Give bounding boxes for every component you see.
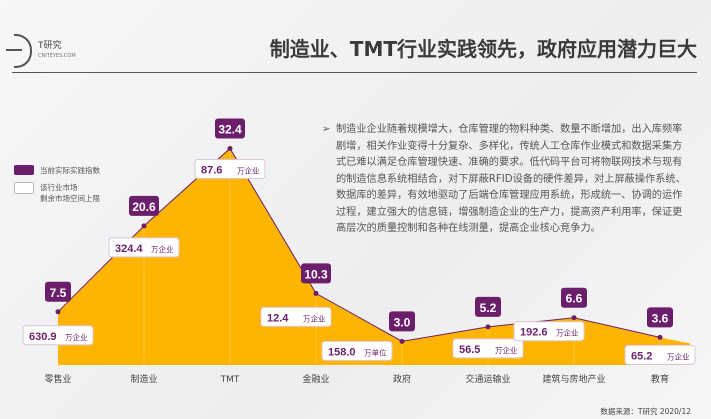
data-point (227, 145, 233, 151)
value-label: 20.6 (132, 200, 156, 214)
data-point (55, 309, 61, 315)
x-tick-label: 金融业 (302, 373, 329, 385)
capacity-label: 65.2 (631, 350, 652, 362)
divider (12, 72, 697, 73)
capacity-unit: 万单位 (364, 347, 387, 357)
value-label: 3.0 (394, 315, 411, 329)
legend-swatch-white (14, 182, 34, 194)
value-badge (129, 195, 159, 216)
value-badge (647, 307, 673, 328)
capacity-label: 192.6 (520, 327, 548, 339)
capacity-box (260, 306, 332, 327)
legend-swatch-purple (14, 165, 34, 175)
value-badge (561, 287, 587, 308)
capacity-unit: 万企业 (65, 332, 88, 342)
capacity-unit: 万企业 (556, 328, 579, 338)
capacity-box (452, 338, 524, 359)
value-badge (389, 311, 415, 332)
value-label: 10.3 (304, 267, 328, 281)
logo: T研究 CNITEYES.COM (6, 34, 76, 68)
capacity-box (108, 237, 180, 258)
logo-sub: CNITEYES.COM (38, 53, 76, 59)
capacity-unit: 万企业 (237, 165, 260, 175)
value-label: 5.2 (480, 301, 497, 315)
arrow-bullet-icon: ➢ (322, 124, 331, 135)
x-tick-label: 交通运输业 (465, 373, 510, 385)
legend: 当前实际实践指数 该行业市场 剩余市场空间上限 (14, 165, 100, 210)
data-point (657, 334, 663, 340)
value-badge (475, 296, 501, 317)
data-point (571, 315, 577, 321)
capacity-box (22, 325, 94, 346)
capacity-box (513, 321, 585, 342)
capacity-label: 56.5 (459, 344, 480, 356)
capacity-label: 87.6 (201, 164, 222, 176)
x-tick-label: 建筑与房地产业 (542, 373, 605, 385)
x-tick-label: 零售业 (44, 373, 71, 385)
value-label: 7.5 (50, 286, 67, 300)
x-tick-label: TMT (220, 375, 240, 385)
data-point (485, 324, 491, 330)
capacity-unit: 万企业 (495, 345, 518, 355)
capacity-label: 12.4 (267, 312, 289, 324)
legend-item: 该行业市场 剩余市场空间上限 (40, 183, 100, 203)
legend-item: 当前实际实践指数 (40, 166, 100, 175)
logo-text: T研究 (38, 41, 62, 51)
x-tick-label: 政府 (393, 373, 411, 385)
data-point (313, 290, 319, 296)
capacity-unit: 万企业 (303, 313, 326, 323)
x-tick-label: 教育 (651, 373, 669, 385)
capacity-label: 630.9 (29, 331, 57, 343)
capacity-box (321, 340, 393, 361)
data-source: 数据来源：T研究 2020/12 (600, 407, 691, 416)
description-text: 制造业企业随着规模增大，仓库管理的物料种类、数量不断增加，出入库频率剧增，相关作… (336, 124, 686, 234)
value-label: 32.4 (218, 122, 242, 136)
capacity-label: 158.0 (328, 346, 356, 358)
area-fill (58, 148, 690, 365)
page-title: 制造业、TMT行业实践领先，政府应用潜力巨大 (269, 37, 697, 61)
value-label: 6.6 (566, 292, 583, 306)
x-tick-label: 制造业 (130, 373, 157, 385)
capacity-box (624, 344, 696, 365)
description: ➢ 制造业企业随着规模增大，仓库管理的物料种类、数量不断增加，出入库频率剧增，相关… (322, 122, 692, 238)
value-badge (45, 281, 71, 302)
capacity-unit: 万企业 (151, 244, 174, 254)
capacity-label: 324.4 (115, 243, 143, 255)
data-point (399, 338, 405, 344)
value-badge (215, 118, 245, 139)
capacity-box (194, 158, 266, 179)
value-label: 3.6 (652, 311, 669, 325)
capacity-unit: 万企业 (667, 351, 690, 361)
data-point (141, 223, 147, 229)
value-badge (301, 263, 331, 284)
